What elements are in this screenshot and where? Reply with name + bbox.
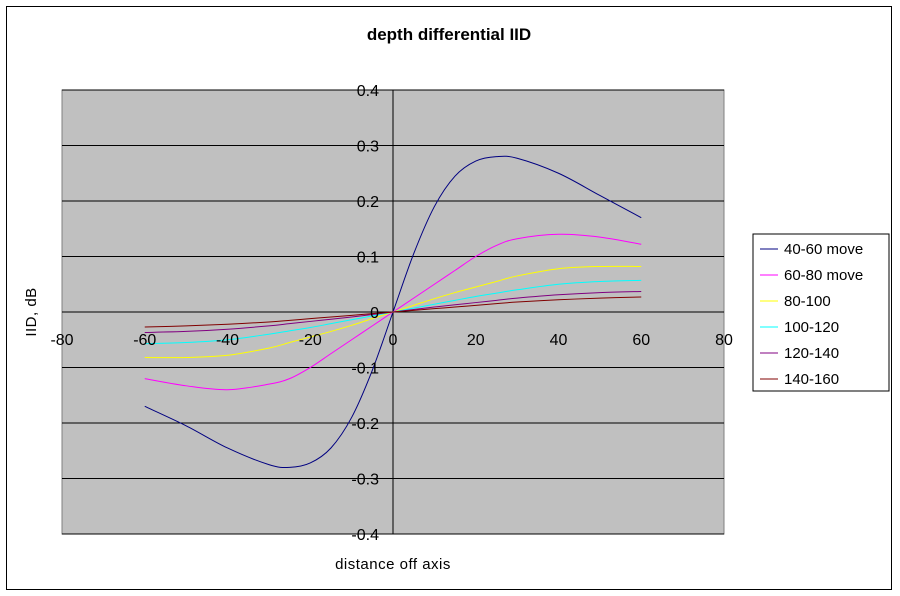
x-tick-label: 20 (467, 332, 485, 349)
x-tick-label: 0 (389, 332, 398, 349)
y-tick-label: -0.2 (351, 416, 379, 433)
y-tick-label: 0.3 (357, 139, 379, 156)
tick-labels: -80 -60 -40 -20 0 20 40 60 80 -0.4 -0.3 -0.2 -0.1 0 0.… (50, 83, 733, 544)
legend-label-0: 40-60 move (784, 241, 863, 258)
legend-box (752, 233, 890, 392)
legend-label-1: 60-80 move (784, 267, 863, 284)
series-lines (144, 155, 642, 469)
y-tick-label: -0.3 (351, 472, 379, 489)
series-line-5 (144, 296, 642, 328)
y-tick-label: -0.4 (351, 527, 379, 544)
x-tick-label: -40 (216, 332, 239, 349)
y-axis-label: IID, dB (23, 287, 40, 336)
legend: 40-60 move 60-80 move 80-100 100-120 120-140… (752, 233, 890, 392)
x-tick-label: -80 (50, 332, 73, 349)
x-tick-label: 60 (632, 332, 650, 349)
x-tick-label: -60 (133, 332, 156, 349)
x-axis-label: distance off axis (335, 556, 451, 573)
y-tick-label: 0.2 (357, 194, 379, 211)
y-tick-label: 0 (370, 305, 379, 322)
y-tick-label: 0.1 (357, 250, 379, 267)
y-tick-label: 0.4 (357, 83, 379, 100)
legend-label-2: 80-100 (784, 293, 831, 310)
x-tick-label: 40 (550, 332, 568, 349)
legend-label-3: 100-120 (784, 319, 839, 336)
chart-title: depth differential IID (367, 25, 531, 44)
x-tick-label: -20 (299, 332, 322, 349)
x-tick-label: 80 (715, 332, 733, 349)
legend-label-4: 120-140 (784, 345, 839, 362)
legend-label-5: 140-160 (784, 371, 839, 388)
y-tick-label: -0.1 (351, 361, 379, 378)
